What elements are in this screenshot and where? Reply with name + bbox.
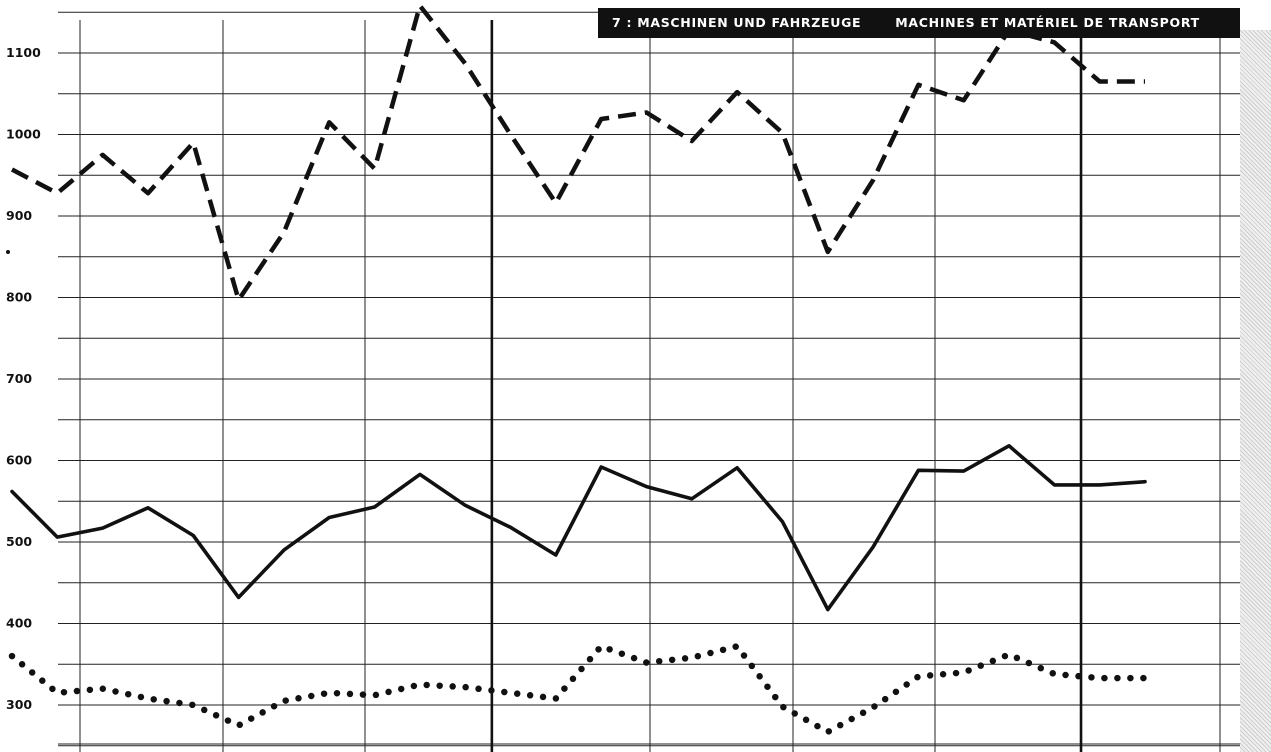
chart-subtitle: MACHINES ET MATÉRIEL DE TRANSPORT <box>895 15 1200 30</box>
period-divider-lines <box>490 20 1083 752</box>
y-tick-label: 700 <box>6 371 32 386</box>
data-series <box>8 3 1149 736</box>
y-axis-tick-labels: 300 400 500 600 700 800 900 1000 1100 <box>6 45 41 712</box>
y-tick-label: 1100 <box>6 45 41 60</box>
chart-title: 7 : MASCHINEN UND FAHRZEUGE <box>612 15 862 30</box>
y-tick-label: 1000 <box>6 127 41 142</box>
stray-dot-mark <box>6 250 10 254</box>
y-tick-label: 900 <box>6 208 32 223</box>
series-dashed-line <box>10 3 1145 303</box>
page-edge-texture <box>1240 30 1271 752</box>
chart-title-banner: 7 : MASCHINEN UND FAHRZEUGE MACHINES ET M… <box>598 8 1240 38</box>
y-tick-label: 300 <box>6 697 32 712</box>
y-tick-label: 800 <box>6 290 32 305</box>
horizontal-gridlines <box>58 11 1240 747</box>
vertical-gridlines <box>79 20 1221 752</box>
y-tick-label: 600 <box>6 453 32 468</box>
series-dotted-line <box>8 643 1149 736</box>
y-tick-label: 400 <box>6 616 32 631</box>
series-solid-line <box>10 443 1147 612</box>
y-tick-label: 500 <box>6 534 32 549</box>
